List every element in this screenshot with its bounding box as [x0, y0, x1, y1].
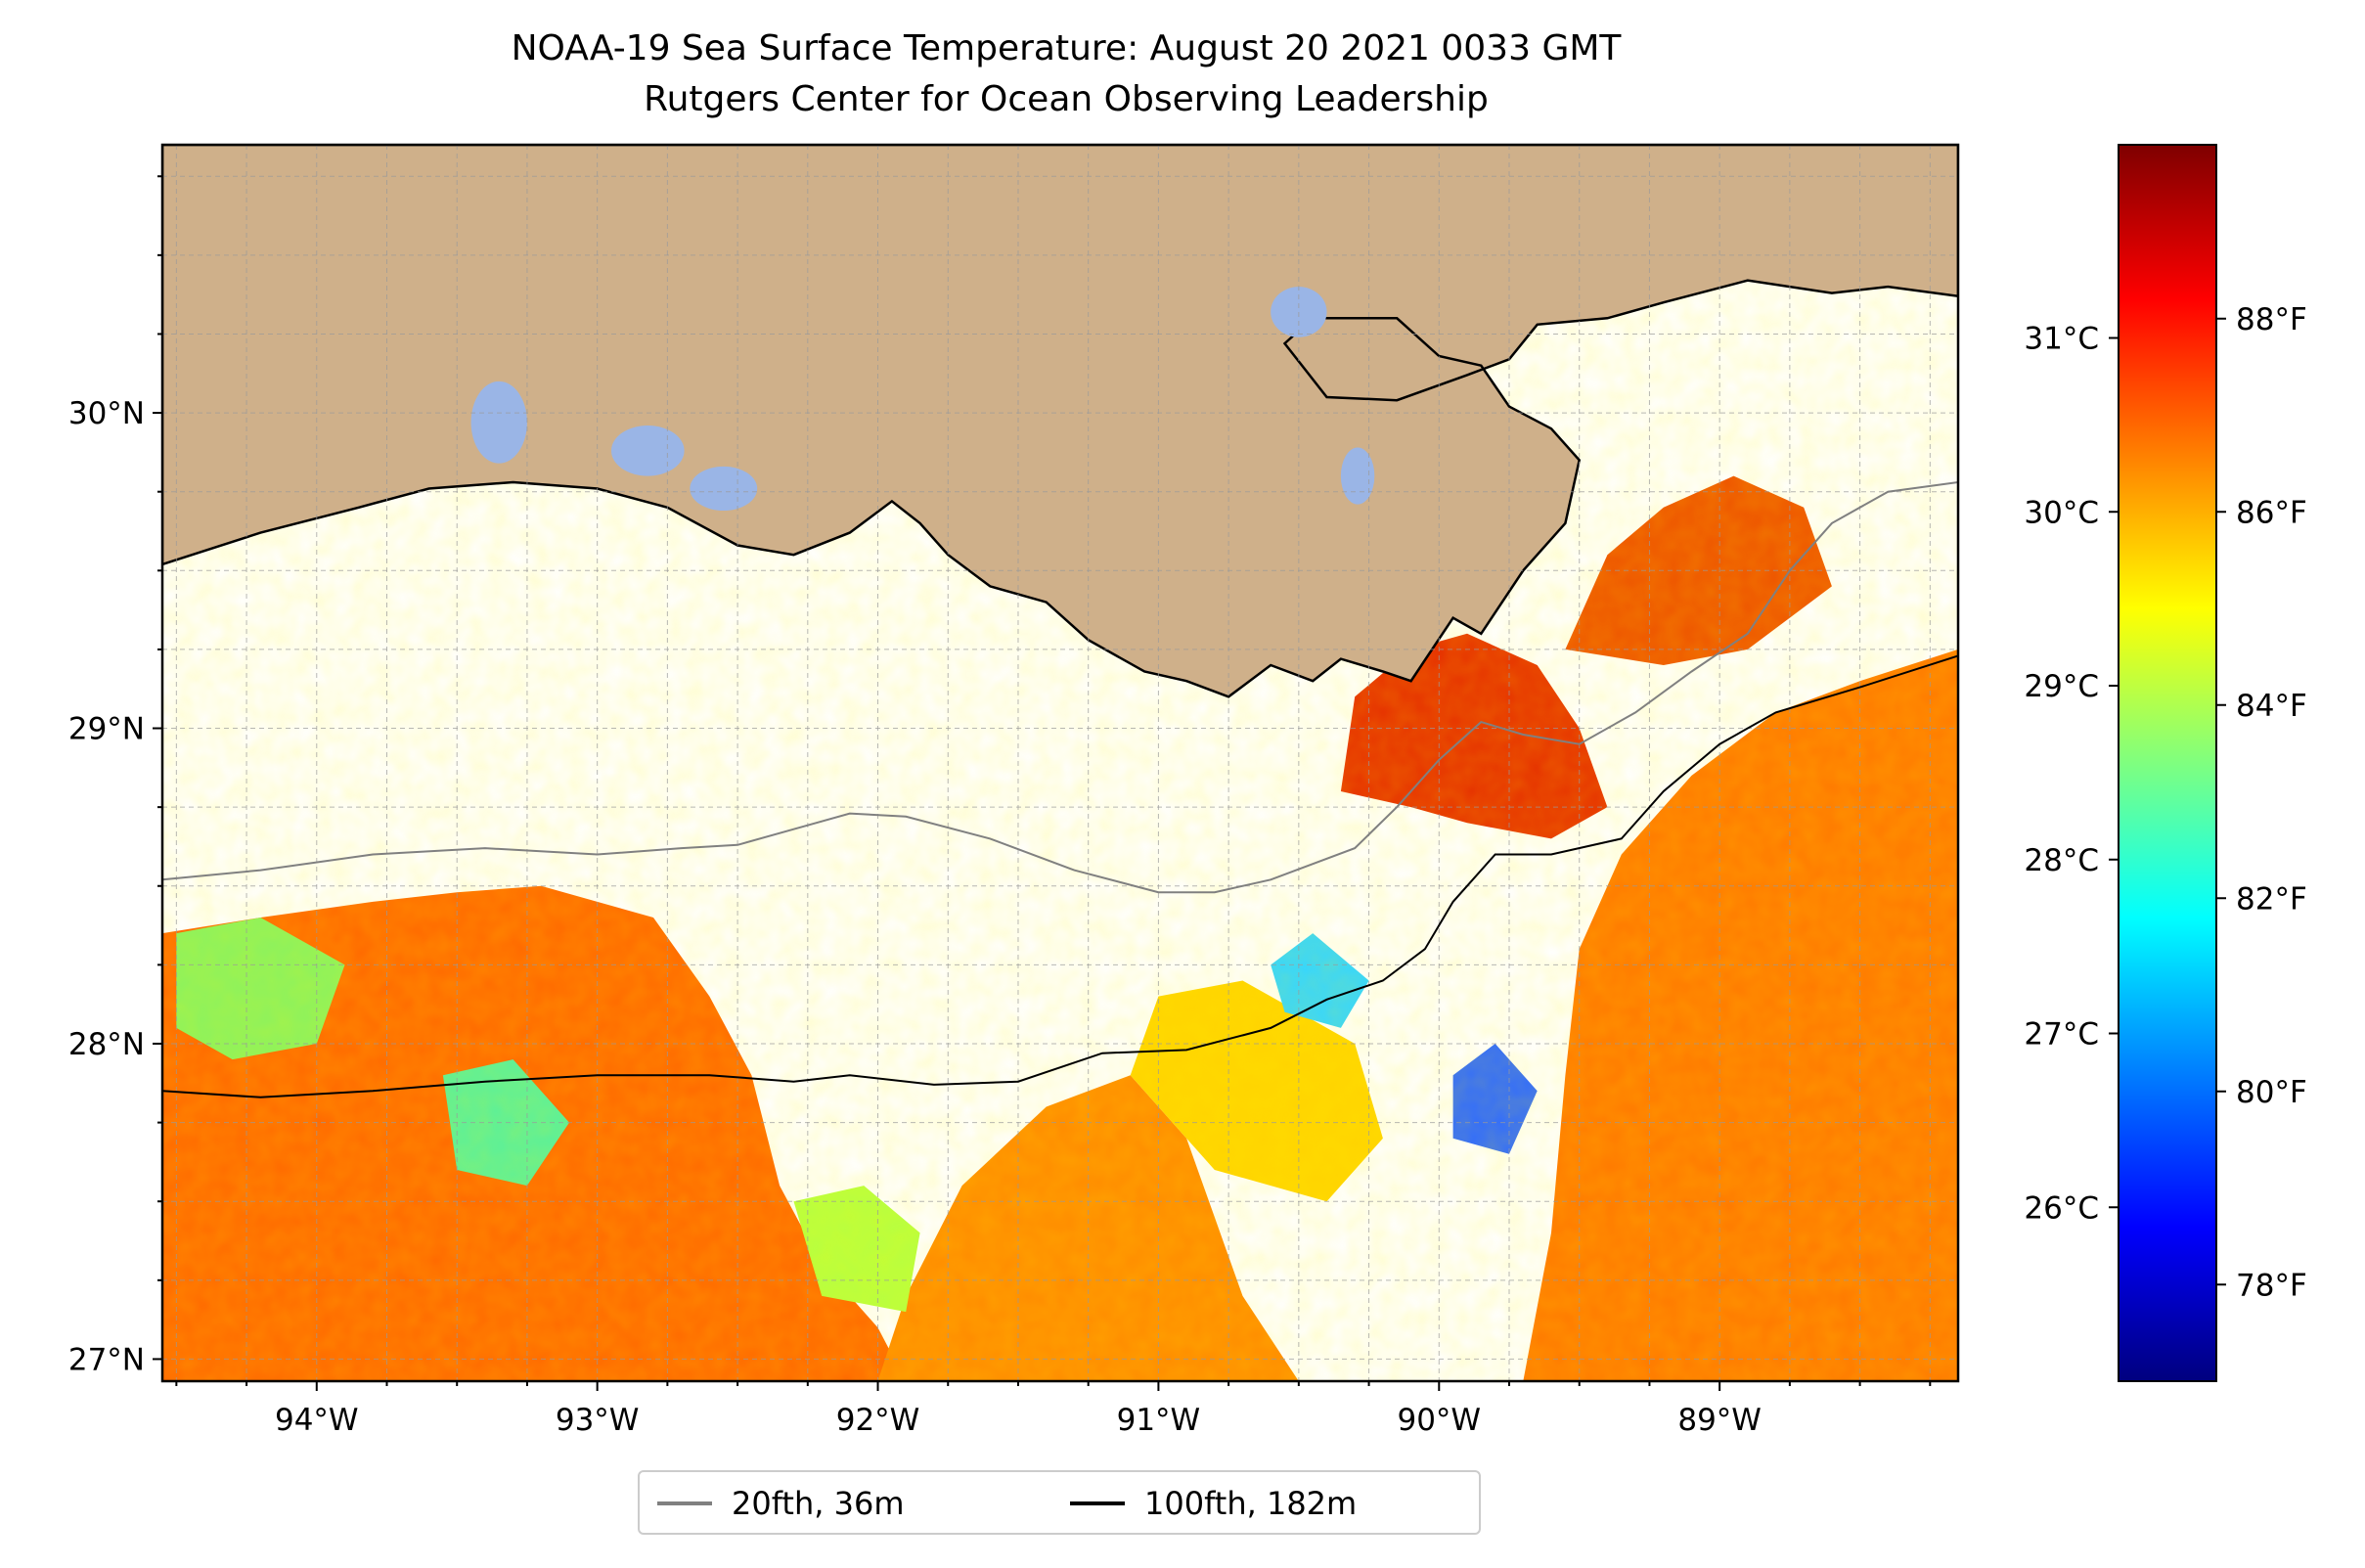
x-tick-label: 92°W: [836, 1403, 920, 1438]
map-axes: 94°W 93°W 92°W 91°W 90°W 89°W 27°N 28°N 29°N 30°N: [68, 175, 1932, 1438]
map-frame: [160, 143, 1960, 1383]
celsius-tick-label: 26°C: [2024, 1190, 2099, 1226]
lakes-layer: [470, 287, 1375, 512]
fahrenheit-tick-label: 78°F: [2236, 1268, 2307, 1303]
legend-swatch: [1070, 1501, 1125, 1505]
chart-title: NOAA-19 Sea Surface Temperature: August …: [511, 28, 1622, 68]
lake: [1340, 447, 1375, 505]
fahrenheit-tick-label: 82°F: [2236, 881, 2307, 917]
celsius-tick-label: 30°C: [2024, 495, 2099, 530]
x-tick-label: 91°W: [1117, 1403, 1201, 1438]
y-tick-label: 27°N: [68, 1342, 145, 1377]
celsius-tick-label: 29°C: [2024, 669, 2099, 704]
legend-item-100fth: 100fth, 182m: [1070, 1484, 1357, 1523]
gridlines: [162, 145, 1958, 1381]
lake: [690, 466, 758, 512]
celsius-tick-label: 28°C: [2024, 843, 2099, 878]
fahrenheit-tick-label: 84°F: [2236, 689, 2307, 724]
fahrenheit-tick-label: 86°F: [2236, 495, 2307, 530]
celsius-tick-label: 31°C: [2024, 322, 2099, 357]
fahrenheit-tick-label: 88°F: [2236, 302, 2307, 337]
fahrenheit-tick-label: 80°F: [2236, 1075, 2307, 1110]
chart-subtitle: Rutgers Center for Ocean Observing Leade…: [644, 79, 1489, 119]
celsius-tick-label: 27°C: [2024, 1017, 2099, 1053]
lake: [611, 425, 685, 476]
legend-item-20fth: 20fth, 36m: [657, 1484, 904, 1523]
y-tick-label: 30°N: [68, 396, 145, 431]
isobath-legend: 20fth, 36m 100fth, 182m: [638, 1470, 1481, 1535]
colorbar-ticks: 78°F 80°F 82°F 84°F 86°F 88°F 26°C 27°C 28°C 29°C…: [2024, 302, 2306, 1304]
isobaths: [162, 481, 1958, 1098]
legend-swatch: [657, 1501, 712, 1505]
x-tick-label: 94°W: [275, 1403, 359, 1438]
map-plot-area: [162, 145, 1958, 1381]
y-tick-label: 28°N: [68, 1027, 145, 1062]
legend-label: 100fth, 182m: [1144, 1485, 1358, 1522]
isobath-line: [162, 654, 1958, 1098]
x-tick-label: 93°W: [556, 1403, 640, 1438]
legend-label: 20fth, 36m: [732, 1485, 905, 1522]
x-tick-label: 90°W: [1397, 1403, 1481, 1438]
x-tick-label: 89°W: [1677, 1403, 1762, 1438]
isobath-line: [162, 481, 1958, 894]
lake: [1271, 287, 1327, 337]
lake: [470, 381, 527, 464]
y-tick-label: 29°N: [68, 712, 145, 747]
colorbar: [2118, 144, 2217, 1382]
